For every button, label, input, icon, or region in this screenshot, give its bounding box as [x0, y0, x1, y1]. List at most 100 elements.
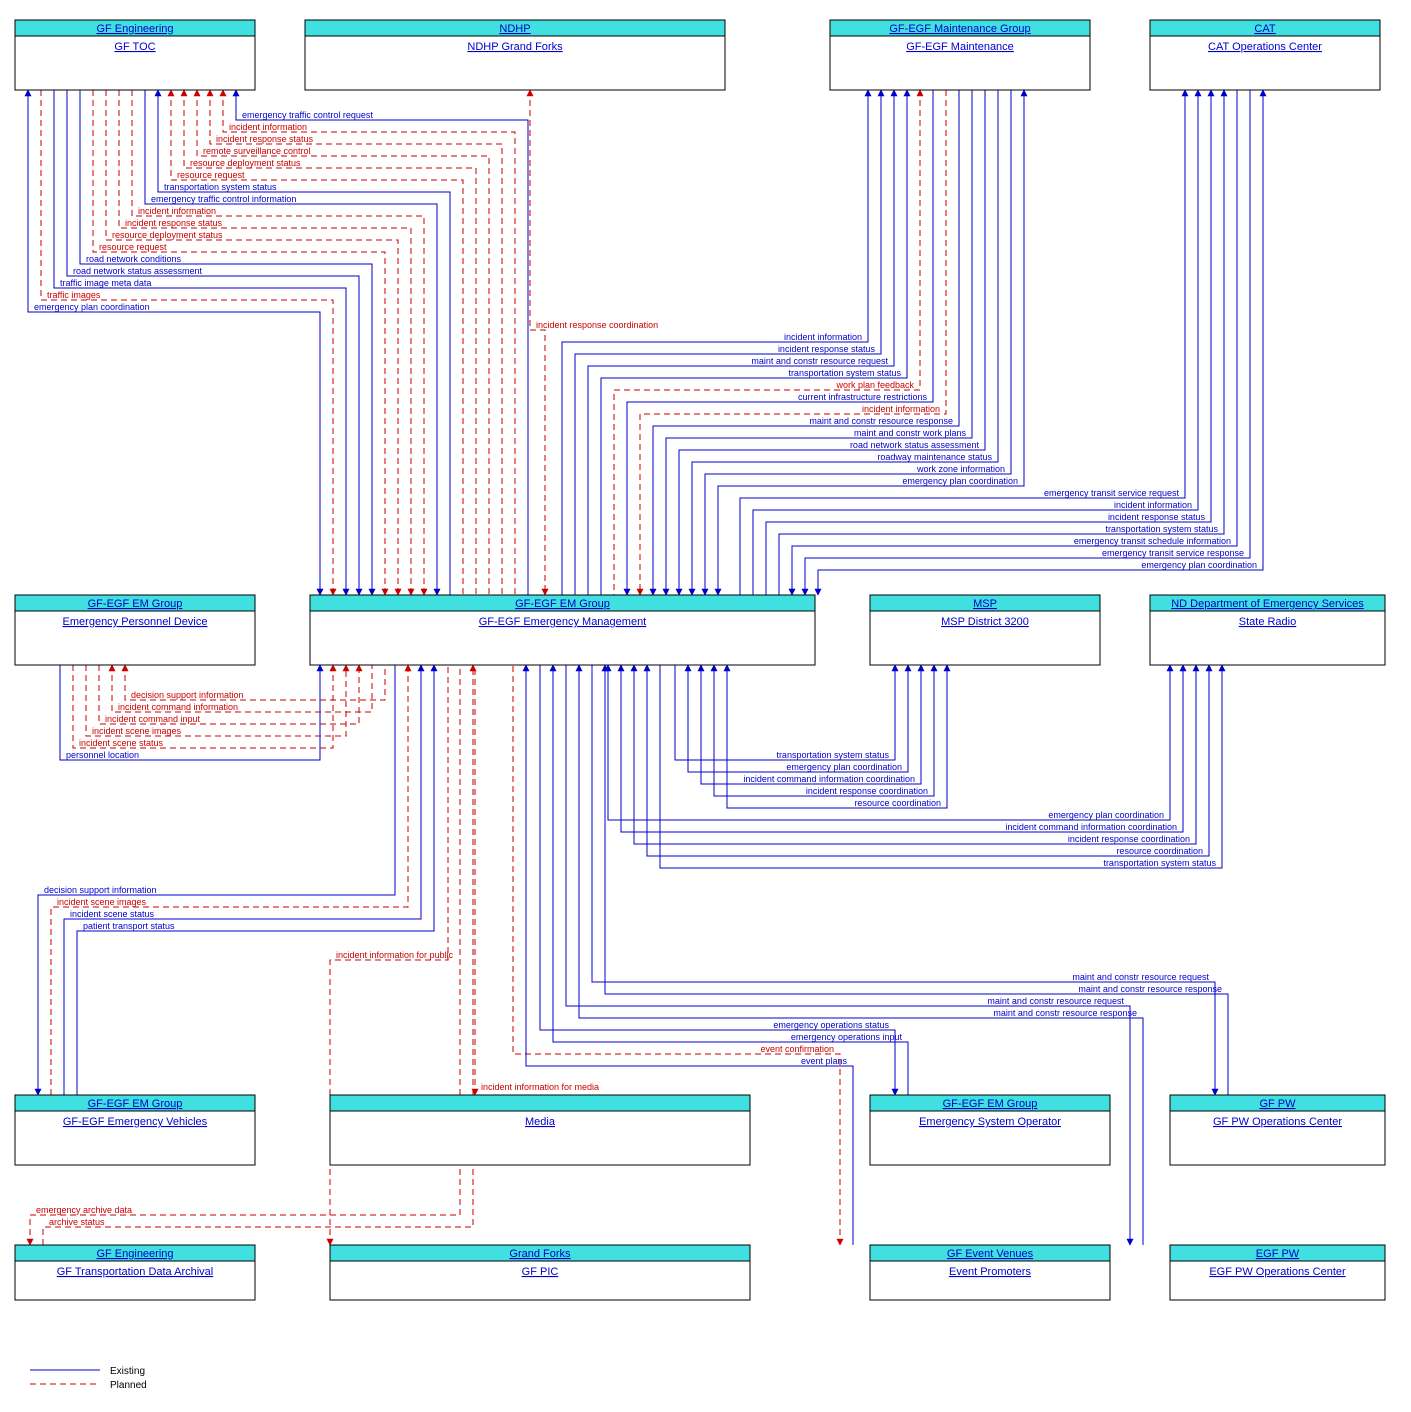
flow-label[interactable]: emergency plan coordination	[1141, 560, 1257, 570]
entity-title[interactable]: EGF PW Operations Center	[1209, 1266, 1346, 1278]
flow-label[interactable]: traffic image meta data	[60, 278, 151, 288]
entity-title[interactable]: GF PIC	[522, 1266, 559, 1278]
flow-label[interactable]: incident response status	[778, 344, 876, 354]
flow-label[interactable]: emergency operations status	[773, 1020, 889, 1030]
flow-label[interactable]: maint and constr resource request	[987, 996, 1124, 1006]
entity-header[interactable]: Grand Forks	[509, 1248, 571, 1260]
flow-label[interactable]: resource request	[99, 242, 167, 252]
entity-header[interactable]: MSP	[973, 598, 997, 610]
entity-title[interactable]: Emergency Personnel Device	[63, 616, 208, 628]
flow-label[interactable]: emergency operations input	[791, 1032, 903, 1042]
entity-header[interactable]: GF-EGF EM Group	[88, 1098, 183, 1110]
entity-header[interactable]: GF Engineering	[96, 23, 173, 35]
entity-title[interactable]: GF-EGF Emergency Vehicles	[63, 1116, 208, 1128]
flow-label[interactable]: transportation system status	[164, 182, 277, 192]
flow-label[interactable]: incident scene images	[92, 726, 182, 736]
flow-label[interactable]: incident scene status	[79, 738, 164, 748]
flow-label[interactable]: decision support information	[131, 690, 244, 700]
flow-label[interactable]: event plans	[801, 1056, 848, 1066]
entity-title[interactable]: GF TOC	[114, 41, 155, 53]
flow-label[interactable]: transportation system status	[1103, 858, 1216, 868]
flow-label[interactable]: road network status assessment	[73, 266, 203, 276]
flow-label[interactable]: resource coordination	[854, 798, 941, 808]
flow-label[interactable]: work zone information	[916, 464, 1005, 474]
entity-title[interactable]: GF Transportation Data Archival	[57, 1266, 214, 1278]
flow-label[interactable]: road network conditions	[86, 254, 182, 264]
flow-label[interactable]: maint and constr resource response	[1078, 984, 1222, 994]
flow-label[interactable]: emergency plan coordination	[786, 762, 902, 772]
flow-label[interactable]: incident response coordination	[536, 320, 658, 330]
flow-label[interactable]: incident information for public	[336, 950, 454, 960]
flow-label[interactable]: incident response status	[216, 134, 314, 144]
flow-label[interactable]: emergency plan coordination	[902, 476, 1018, 486]
entity-title[interactable]: Media	[525, 1116, 556, 1128]
entity-title[interactable]: GF PW Operations Center	[1213, 1116, 1342, 1128]
flow-label[interactable]: archive status	[49, 1217, 105, 1227]
flow-label[interactable]: transportation system status	[1105, 524, 1218, 534]
entity-title[interactable]: State Radio	[1239, 616, 1296, 628]
flow-label[interactable]: emergency transit service response	[1102, 548, 1244, 558]
entity-header[interactable]: ND Department of Emergency Services	[1171, 598, 1364, 610]
entity-header[interactable]: GF-EGF Maintenance Group	[889, 23, 1030, 35]
flow-label[interactable]: roadway maintenance status	[877, 452, 992, 462]
flow-label[interactable]: work plan feedback	[835, 380, 914, 390]
entity-title[interactable]: Emergency System Operator	[919, 1116, 1061, 1128]
flow-label[interactable]: patient transport status	[83, 921, 175, 931]
flow-label[interactable]: decision support information	[44, 885, 157, 895]
entity-header[interactable]: GF-EGF EM Group	[515, 598, 610, 610]
flow-label[interactable]: emergency traffic control information	[151, 194, 296, 204]
flow-label[interactable]: incident response coordination	[806, 786, 928, 796]
flow-label[interactable]: incident command information coordinatio…	[1005, 822, 1177, 832]
flow-label[interactable]: event confirmation	[760, 1044, 834, 1054]
flow-label[interactable]: traffic images	[47, 290, 101, 300]
flow-label[interactable]: road network status assessment	[850, 440, 980, 450]
flow-label[interactable]: maint and constr resource request	[751, 356, 888, 366]
entity-header[interactable]: GF-EGF EM Group	[943, 1098, 1038, 1110]
flow-label[interactable]: incident response status	[1108, 512, 1206, 522]
flow-label[interactable]: emergency transit service request	[1044, 488, 1180, 498]
entity-title[interactable]: Event Promoters	[949, 1266, 1031, 1278]
entity-header[interactable]: GF-EGF EM Group	[88, 598, 183, 610]
flow-label[interactable]: resource deployment status	[190, 158, 301, 168]
flow-label[interactable]: maint and constr work plans	[854, 428, 967, 438]
flow-label[interactable]: incident information	[138, 206, 216, 216]
flow-label[interactable]: resource deployment status	[112, 230, 223, 240]
flow-label[interactable]: incident information for media	[481, 1082, 599, 1092]
flow-label[interactable]: incident response status	[125, 218, 223, 228]
flow-label[interactable]: resource request	[177, 170, 245, 180]
flow-label[interactable]: incident scene images	[57, 897, 147, 907]
flow-label[interactable]: incident command information coordinatio…	[743, 774, 915, 784]
flow-label[interactable]: remote surveillance control	[203, 146, 311, 156]
entity-title[interactable]: MSP District 3200	[941, 616, 1029, 628]
flow-label[interactable]: incident information	[229, 122, 307, 132]
flow-label[interactable]: incident command input	[105, 714, 201, 724]
entity-title[interactable]: NDHP Grand Forks	[467, 41, 563, 53]
flow-label[interactable]: incident information	[862, 404, 940, 414]
entity-header[interactable]: GF PW	[1259, 1098, 1296, 1110]
entity-header[interactable]: GF Engineering	[96, 1248, 173, 1260]
entity-title[interactable]: CAT Operations Center	[1208, 41, 1322, 53]
flow-label[interactable]: incident information	[784, 332, 862, 342]
flow-label[interactable]: transportation system status	[776, 750, 889, 760]
flow-label[interactable]: emergency plan coordination	[1048, 810, 1164, 820]
entity-title[interactable]: GF-EGF Emergency Management	[479, 616, 647, 628]
flow-label[interactable]: incident information	[1114, 500, 1192, 510]
flow-label[interactable]: emergency plan coordination	[34, 302, 150, 312]
flow-label[interactable]: maint and constr resource request	[1072, 972, 1209, 982]
entity-title[interactable]: GF-EGF Maintenance	[906, 41, 1014, 53]
entity-header[interactable]: NDHP	[499, 23, 530, 35]
flow-label[interactable]: personnel location	[66, 750, 139, 760]
flow-label[interactable]: transportation system status	[788, 368, 901, 378]
flow-label[interactable]: emergency archive data	[36, 1205, 132, 1215]
flow-label[interactable]: incident scene status	[70, 909, 155, 919]
flow-label[interactable]: maint and constr resource response	[993, 1008, 1137, 1018]
flow-label[interactable]: incident command information	[118, 702, 238, 712]
flow-label[interactable]: current infrastructure restrictions	[798, 392, 928, 402]
entity-header[interactable]: CAT	[1254, 23, 1275, 35]
flow-label[interactable]: resource coordination	[1116, 846, 1203, 856]
flow-label[interactable]: incident response coordination	[1068, 834, 1190, 844]
flow-label[interactable]: emergency transit schedule information	[1074, 536, 1231, 546]
entity-header[interactable]: GF Event Venues	[947, 1248, 1034, 1260]
entity-header[interactable]: EGF PW	[1256, 1248, 1300, 1260]
flow-label[interactable]: maint and constr resource response	[809, 416, 953, 426]
